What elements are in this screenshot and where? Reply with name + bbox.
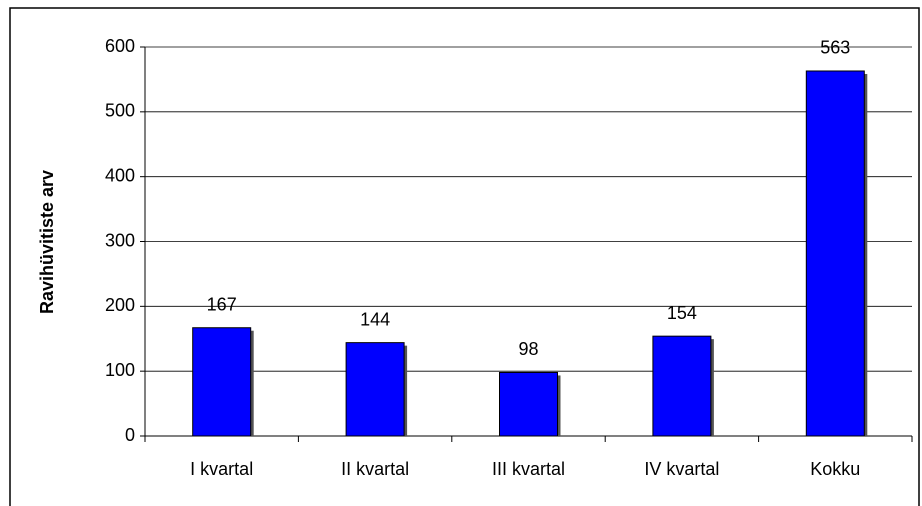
bar <box>499 371 558 437</box>
y-tick-label: 600 <box>105 36 135 56</box>
data-label: 144 <box>360 309 390 329</box>
data-label: 98 <box>518 339 538 359</box>
bar <box>192 327 252 437</box>
x-tick-label: Kokku <box>810 459 860 479</box>
y-tick-label: 500 <box>105 101 135 121</box>
y-tick-label: 200 <box>105 295 135 315</box>
y-tick-label: 100 <box>105 360 135 380</box>
data-label: 154 <box>667 303 697 323</box>
data-label: 167 <box>207 294 237 314</box>
x-tick-label: IV kvartal <box>644 459 719 479</box>
bar <box>345 342 405 437</box>
y-axis-label: Ravihüvitiste arv <box>37 170 57 314</box>
x-tick-label: III kvartal <box>492 459 565 479</box>
chart-frame <box>9 7 920 506</box>
bar <box>652 335 712 437</box>
y-tick-label: 400 <box>105 165 135 185</box>
x-tick-label: II kvartal <box>341 459 409 479</box>
data-label: 563 <box>820 38 850 58</box>
y-tick-label: 0 <box>125 425 135 445</box>
bar <box>805 70 865 437</box>
y-tick-label: 300 <box>105 230 135 250</box>
x-tick-label: I kvartal <box>190 459 253 479</box>
